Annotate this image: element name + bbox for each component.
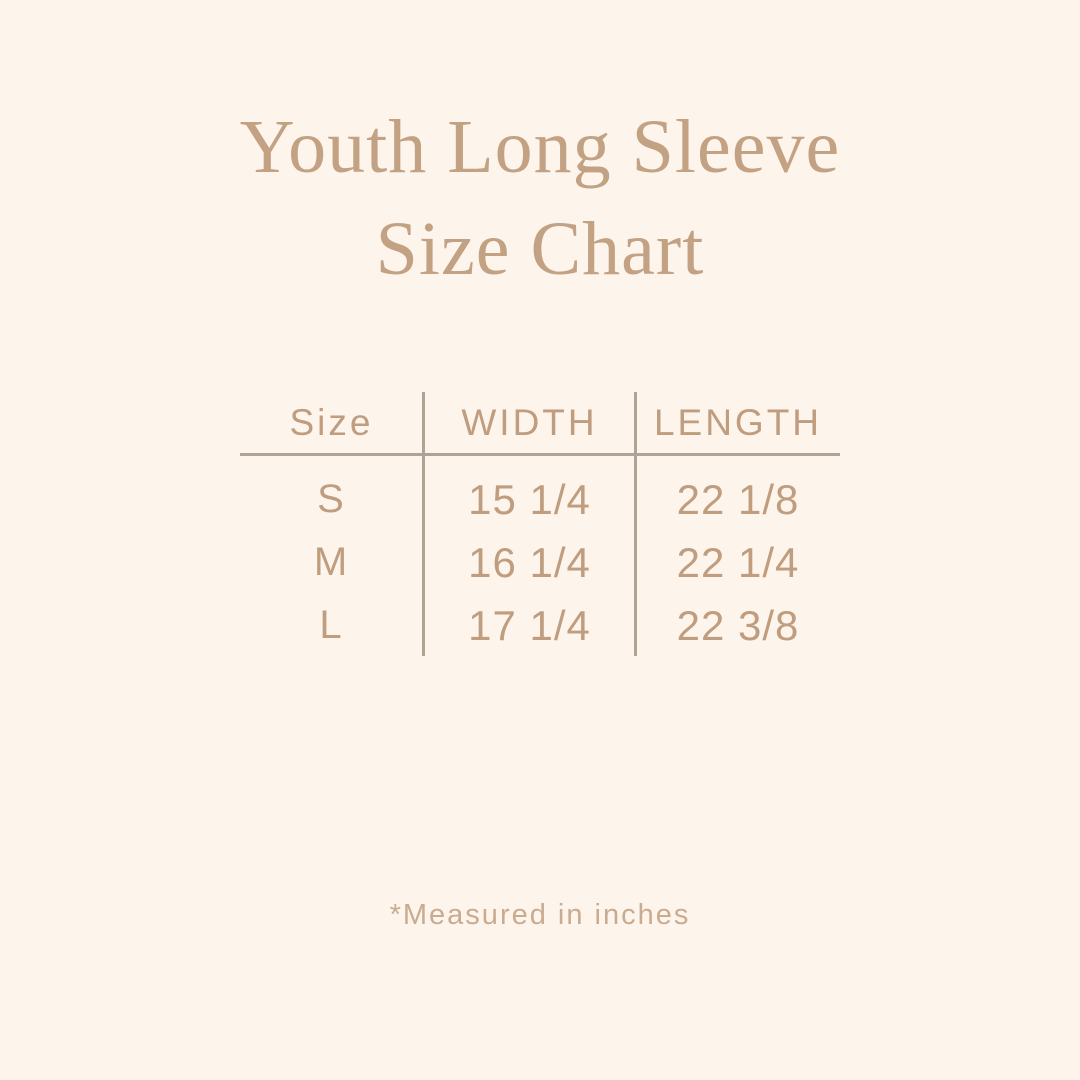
table-header-rule xyxy=(240,453,840,456)
row-m-width: 16 1/4 xyxy=(468,538,591,586)
page-title-line2: Size Chart xyxy=(375,207,705,291)
row-m-size: M xyxy=(313,540,350,584)
row-m-length: 22 1/4 xyxy=(676,538,800,586)
column-header-size: Size xyxy=(289,401,374,443)
column-header-length: LENGTH xyxy=(653,401,823,443)
row-s-length: 22 1/8 xyxy=(676,475,800,523)
page-title-line1: Youth Long Sleeve xyxy=(239,105,841,189)
row-l-size: L xyxy=(319,603,344,647)
measurement-footnote: *Measured in inches xyxy=(389,899,691,931)
size-table: Size WIDTH LENGTH S 15 1/4 22 1/8 M 16 1… xyxy=(240,392,840,660)
row-s-size: S xyxy=(317,477,346,521)
row-l-width: 17 1/4 xyxy=(468,601,591,649)
table-vertical-divider-2 xyxy=(634,392,637,656)
table-grid: Size WIDTH LENGTH S 15 1/4 22 1/8 M 16 1… xyxy=(240,392,840,660)
row-s-width: 15 1/4 xyxy=(468,475,591,523)
table-vertical-divider-1 xyxy=(422,392,425,656)
column-header-width: WIDTH xyxy=(461,401,598,443)
page-title: Youth Long Sleeve Size Chart xyxy=(0,96,1080,300)
row-l-length: 22 3/8 xyxy=(676,601,800,649)
